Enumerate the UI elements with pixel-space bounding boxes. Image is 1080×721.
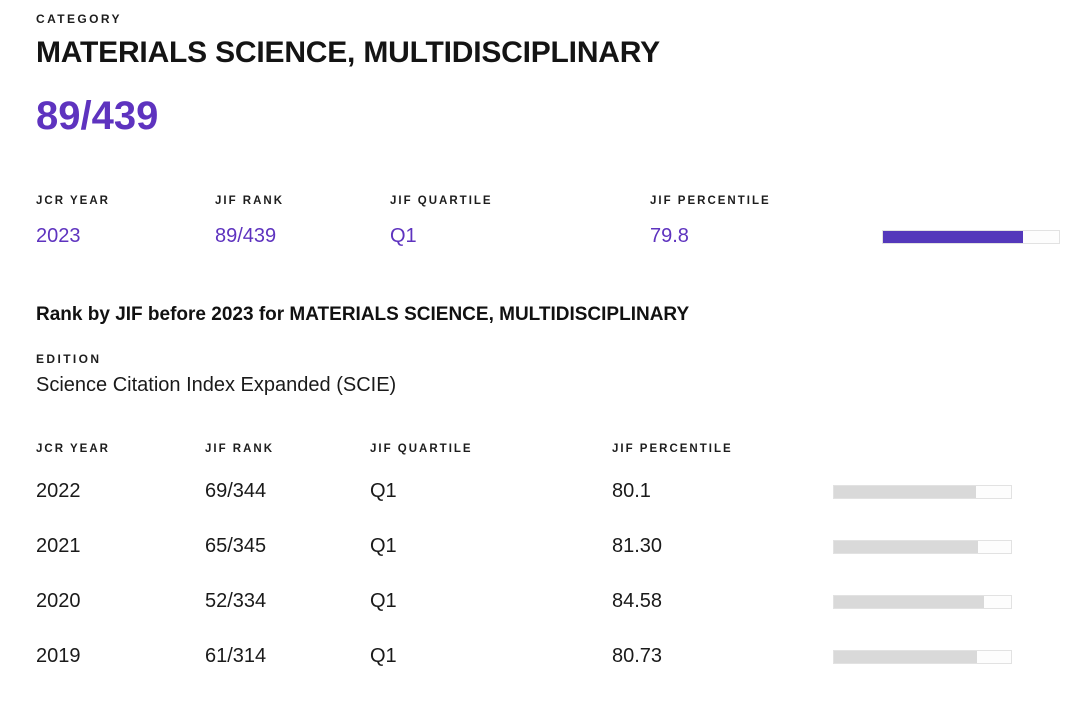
category-label: CATEGORY: [36, 12, 122, 26]
history-heading: Rank by JIF before 2023 for MATERIALS SC…: [36, 304, 690, 325]
column-header-jif-rank: JIF RANK: [205, 443, 275, 455]
percentile-bar-track: [833, 649, 1012, 664]
edition-label: EDITION: [36, 352, 102, 366]
percentile-bar-track: [882, 229, 1060, 244]
jif-rank-value: 61/314: [205, 645, 267, 667]
jif-quartile-value: Q1: [370, 645, 397, 667]
jcr-year-value: 2022: [36, 480, 81, 502]
jif-rank-value: 69/344: [205, 480, 267, 502]
category-rank: 89/439: [36, 94, 159, 138]
column-header-jcr-year: JCR YEAR: [36, 195, 110, 207]
jif-quartile-value: Q1: [370, 480, 397, 502]
percentile-bar-fill: [883, 230, 1024, 243]
jif-rank-value: 52/334: [205, 590, 267, 612]
history-table-header: JCR YEAR JIF RANK JIF QUARTILE JIF PERCE…: [36, 443, 1012, 455]
percentile-bar-track: [833, 539, 1012, 554]
percentile-bar-fill: [834, 595, 984, 608]
column-header-jif-quartile: JIF QUARTILE: [370, 443, 473, 455]
percentile-bar-fill: [834, 540, 978, 553]
jcr-year-value: 2019: [36, 645, 81, 667]
jcr-year-value: 2023: [36, 225, 81, 247]
jif-quartile-value: Q1: [390, 225, 417, 247]
jif-percentile-value: 84.58: [612, 590, 663, 612]
history-row: 2019 61/314 Q1 80.73: [36, 629, 1012, 684]
history-row: 2022 69/344 Q1 80.1: [36, 464, 1012, 519]
column-header-jcr-year: JCR YEAR: [36, 443, 110, 455]
jif-quartile-value: Q1: [370, 590, 397, 612]
jif-percentile-value: 81.30: [612, 535, 663, 557]
column-header-jif-percentile: JIF PERCENTILE: [650, 195, 771, 207]
jif-percentile-value: 80.1: [612, 480, 651, 502]
jcr-year-value: 2021: [36, 535, 81, 557]
percentile-bar-track: [833, 594, 1012, 609]
jif-quartile-value: Q1: [370, 535, 397, 557]
history-row: 2020 52/334 Q1 84.58: [36, 574, 1012, 629]
jif-rank-value: 65/345: [205, 535, 267, 557]
jif-rank-value: 89/439: [215, 225, 277, 247]
history-row: 2021 65/345 Q1 81.30: [36, 519, 1012, 574]
edition-value: Science Citation Index Expanded (SCIE): [36, 374, 397, 396]
jif-percentile-value: 80.73: [612, 645, 663, 667]
column-header-jif-rank: JIF RANK: [215, 195, 285, 207]
percentile-bar-fill: [834, 650, 977, 663]
jcr-year-value: 2020: [36, 590, 81, 612]
category-title: MATERIALS SCIENCE, MULTIDISCIPLINARY: [36, 36, 660, 69]
current-year-row: 2023 89/439 Q1 79.8: [36, 225, 1060, 248]
jcr-category-panel: CATEGORY MATERIALS SCIENCE, MULTIDISCIPL…: [36, 12, 1080, 684]
column-header-jif-percentile: JIF PERCENTILE: [612, 443, 733, 455]
jif-percentile-value: 79.8: [650, 225, 689, 247]
percentile-bar-fill: [834, 485, 976, 498]
current-year-table-header: JCR YEAR JIF RANK JIF QUARTILE JIF PERCE…: [36, 195, 1060, 207]
history-table-body: 2022 69/344 Q1 80.1 2021 65/345 Q1 81.30…: [36, 464, 1080, 684]
column-header-jif-quartile: JIF QUARTILE: [390, 195, 493, 207]
percentile-bar-track: [833, 484, 1012, 499]
